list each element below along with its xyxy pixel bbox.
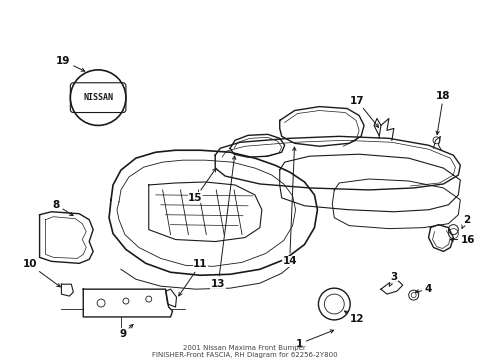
Text: 4: 4 (415, 284, 431, 294)
Text: 8: 8 (53, 200, 73, 216)
Text: 7: 7 (0, 359, 1, 360)
Text: 5: 5 (0, 359, 1, 360)
Text: NISSAN: NISSAN (83, 93, 113, 102)
Text: 13: 13 (210, 156, 235, 289)
Text: 1: 1 (295, 330, 333, 349)
Text: 16: 16 (449, 234, 474, 244)
Text: 9: 9 (119, 324, 133, 339)
Text: 14: 14 (282, 147, 296, 266)
Text: 2: 2 (461, 215, 469, 228)
Text: 15: 15 (188, 168, 216, 203)
Text: 19: 19 (56, 56, 84, 71)
Text: 6: 6 (0, 359, 1, 360)
Text: 3: 3 (388, 272, 397, 286)
Text: 17: 17 (349, 96, 378, 127)
Text: 10: 10 (22, 259, 60, 287)
Text: 12: 12 (344, 311, 364, 324)
Text: 2001 Nissan Maxima Front Bumper
FINISHER-Front FASCIA, RH Diagram for 62256-2Y80: 2001 Nissan Maxima Front Bumper FINISHER… (151, 345, 337, 358)
Text: 11: 11 (178, 259, 207, 296)
Text: 18: 18 (435, 91, 450, 135)
